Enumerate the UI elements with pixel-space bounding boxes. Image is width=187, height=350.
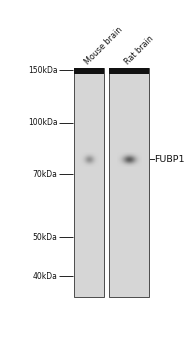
Bar xyxy=(109,68,149,297)
Text: 150kDa: 150kDa xyxy=(28,66,57,75)
Bar xyxy=(109,68,149,74)
Text: 70kDa: 70kDa xyxy=(33,169,57,178)
Text: 50kDa: 50kDa xyxy=(33,233,57,242)
Text: 40kDa: 40kDa xyxy=(33,272,57,281)
Text: Mouse brain: Mouse brain xyxy=(83,25,124,66)
Bar xyxy=(74,68,104,297)
Text: FUBP1: FUBP1 xyxy=(154,155,185,164)
Text: Rat brain: Rat brain xyxy=(123,34,155,66)
Bar xyxy=(74,68,104,74)
Text: 100kDa: 100kDa xyxy=(28,118,57,127)
